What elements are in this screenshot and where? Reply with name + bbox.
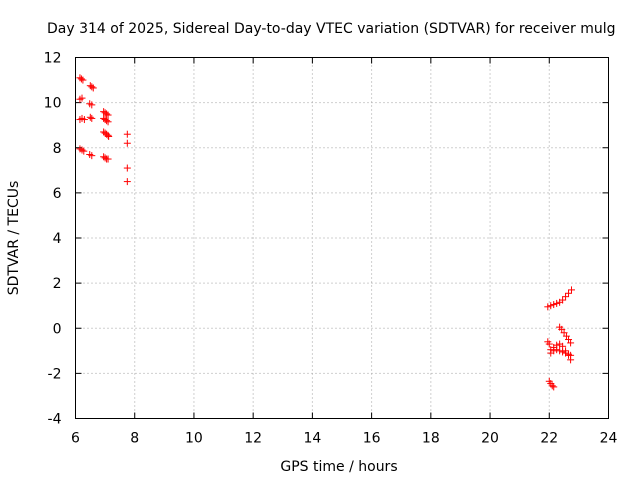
data-point	[78, 94, 86, 102]
data-point	[123, 178, 131, 186]
data-point	[80, 147, 88, 155]
data-point	[88, 114, 96, 122]
data-point	[78, 146, 86, 154]
data-point	[553, 299, 561, 307]
data-point	[88, 101, 96, 109]
y-tick-label: -2	[48, 366, 62, 382]
data-point	[101, 154, 109, 162]
x-tick-label: 6	[71, 431, 80, 447]
y-tick-label: 12	[44, 51, 62, 67]
data-point	[544, 303, 552, 311]
data-point	[104, 118, 112, 126]
data-point	[80, 116, 88, 124]
y-tick-label: 10	[44, 96, 62, 112]
data-point	[567, 351, 575, 359]
x-tick-label: 10	[185, 431, 203, 447]
y-tick-label: 2	[53, 276, 62, 292]
x-tick-label: 24	[600, 431, 618, 447]
data-point	[103, 110, 111, 118]
data-point	[567, 339, 575, 347]
data-point	[567, 286, 575, 294]
data-point	[86, 113, 94, 121]
data-point	[88, 152, 96, 160]
data-point	[104, 155, 112, 163]
data-point	[559, 348, 567, 356]
x-tick-label: 20	[481, 431, 499, 447]
data-point	[547, 302, 555, 310]
x-axis-label: GPS time / hours	[280, 459, 397, 475]
y-axis-label: SDTVAR / TECUs	[6, 181, 22, 296]
data-point	[556, 347, 564, 355]
data-point	[104, 111, 112, 119]
data-point	[550, 301, 558, 309]
data-point	[553, 346, 561, 354]
data-point	[123, 130, 131, 138]
data-point	[104, 131, 112, 139]
y-tick-label: -4	[48, 412, 62, 428]
data-point	[123, 164, 131, 172]
data-points	[76, 74, 575, 391]
x-tick-label: 14	[303, 431, 321, 447]
data-point	[548, 382, 556, 390]
data-point	[88, 83, 96, 91]
y-tick-label: 6	[53, 186, 62, 202]
x-tick-label: 12	[244, 431, 262, 447]
y-tick-label: 4	[53, 231, 62, 247]
data-point	[565, 289, 573, 297]
x-tick-label: 22	[540, 431, 558, 447]
x-tick-label: 8	[130, 431, 139, 447]
data-point	[77, 75, 85, 83]
data-point	[79, 76, 87, 84]
data-point	[545, 340, 553, 348]
plot-frame	[75, 57, 609, 419]
data-point	[550, 383, 558, 391]
y-tick-label: 0	[53, 321, 62, 337]
data-point	[89, 84, 97, 92]
data-point	[562, 293, 570, 301]
x-tick-label: 18	[422, 431, 440, 447]
data-point	[562, 349, 570, 357]
x-tick-label: 16	[363, 431, 381, 447]
grid	[75, 57, 609, 419]
data-point	[550, 347, 558, 355]
data-point	[559, 296, 567, 304]
chart-title: Day 314 of 2025, Sidereal Day-to-day VTE…	[47, 21, 616, 37]
y-tick-label: 8	[53, 141, 62, 157]
data-point	[123, 139, 131, 147]
data-point	[105, 132, 113, 140]
data-point	[103, 117, 111, 125]
